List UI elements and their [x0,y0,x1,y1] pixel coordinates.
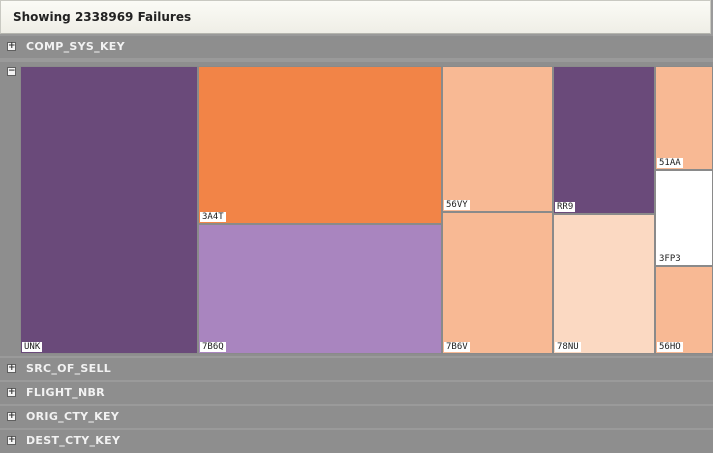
tile-unk[interactable]: UNK [20,66,198,354]
tile-label-3a4t: 3A4T [200,212,226,222]
group-row-comp-sys-key[interactable]: + COMP_SYS_KEY [0,36,713,58]
tile-label-78nu: 78NU [555,342,581,352]
group-row-flight-nbr[interactable]: + FLIGHT_NBR [0,382,713,404]
tile-label-3fp3: 3FP3 [657,254,683,264]
failures-count-title: Showing 2338969 Failures [13,10,192,24]
tile-label-7b6v: 7B6V [444,342,470,352]
group-label-orig-cty-key: ORIG_CTY_KEY [26,410,120,423]
tile-7b6v[interactable]: 7B6V [442,212,553,354]
tile-label-7b6q: 7B6Q [200,342,226,352]
expand-icon[interactable]: + [7,411,16,421]
tile-78nu[interactable]: 78NU [553,214,655,354]
tile-label-rr9: RR9 [555,202,576,212]
expand-icon[interactable]: + [7,387,16,397]
tile-51aa[interactable]: 51AA [655,66,713,170]
tile-label-51aa: 51AA [657,158,683,168]
tile-label-unk: UNK [22,342,43,352]
tile-rr9[interactable]: RR9 [553,66,655,214]
tile-56vy[interactable]: 56VY [442,66,553,212]
treemap: − UNK 3A4T 7B6Q 56VY 7B6V RR9 78NU 51AA … [0,62,713,356]
tile-7b6q[interactable]: 7B6Q [198,224,442,354]
tile-label-56vy: 56VY [444,200,470,210]
tile-3a4t[interactable]: 3A4T [198,66,442,224]
tile-label-56ho: 56HO [657,342,683,352]
tile-56ho[interactable]: 56HO [655,266,713,354]
group-label-src-of-sell: SRC_OF_SELL [26,362,112,375]
group-label-dest-cty-key: DEST_CTY_KEY [26,434,121,447]
tile-3fp3[interactable]: 3FP3 [655,170,713,266]
group-label-comp-sys-key: COMP_SYS_KEY [26,40,125,53]
group-label-flight-nbr: FLIGHT_NBR [26,386,105,399]
expand-icon[interactable]: + [7,435,16,445]
group-row-orig-cty-key[interactable]: + ORIG_CTY_KEY [0,406,713,428]
group-row-src-of-sell[interactable]: + SRC_OF_SELL [0,358,713,380]
expand-icon[interactable]: + [7,41,16,51]
group-row-dest-cty-key[interactable]: + DEST_CTY_KEY [0,430,713,453]
failures-header: Showing 2338969 Failures [0,0,711,34]
collapse-icon[interactable]: − [7,66,16,76]
expand-icon[interactable]: + [7,363,16,373]
